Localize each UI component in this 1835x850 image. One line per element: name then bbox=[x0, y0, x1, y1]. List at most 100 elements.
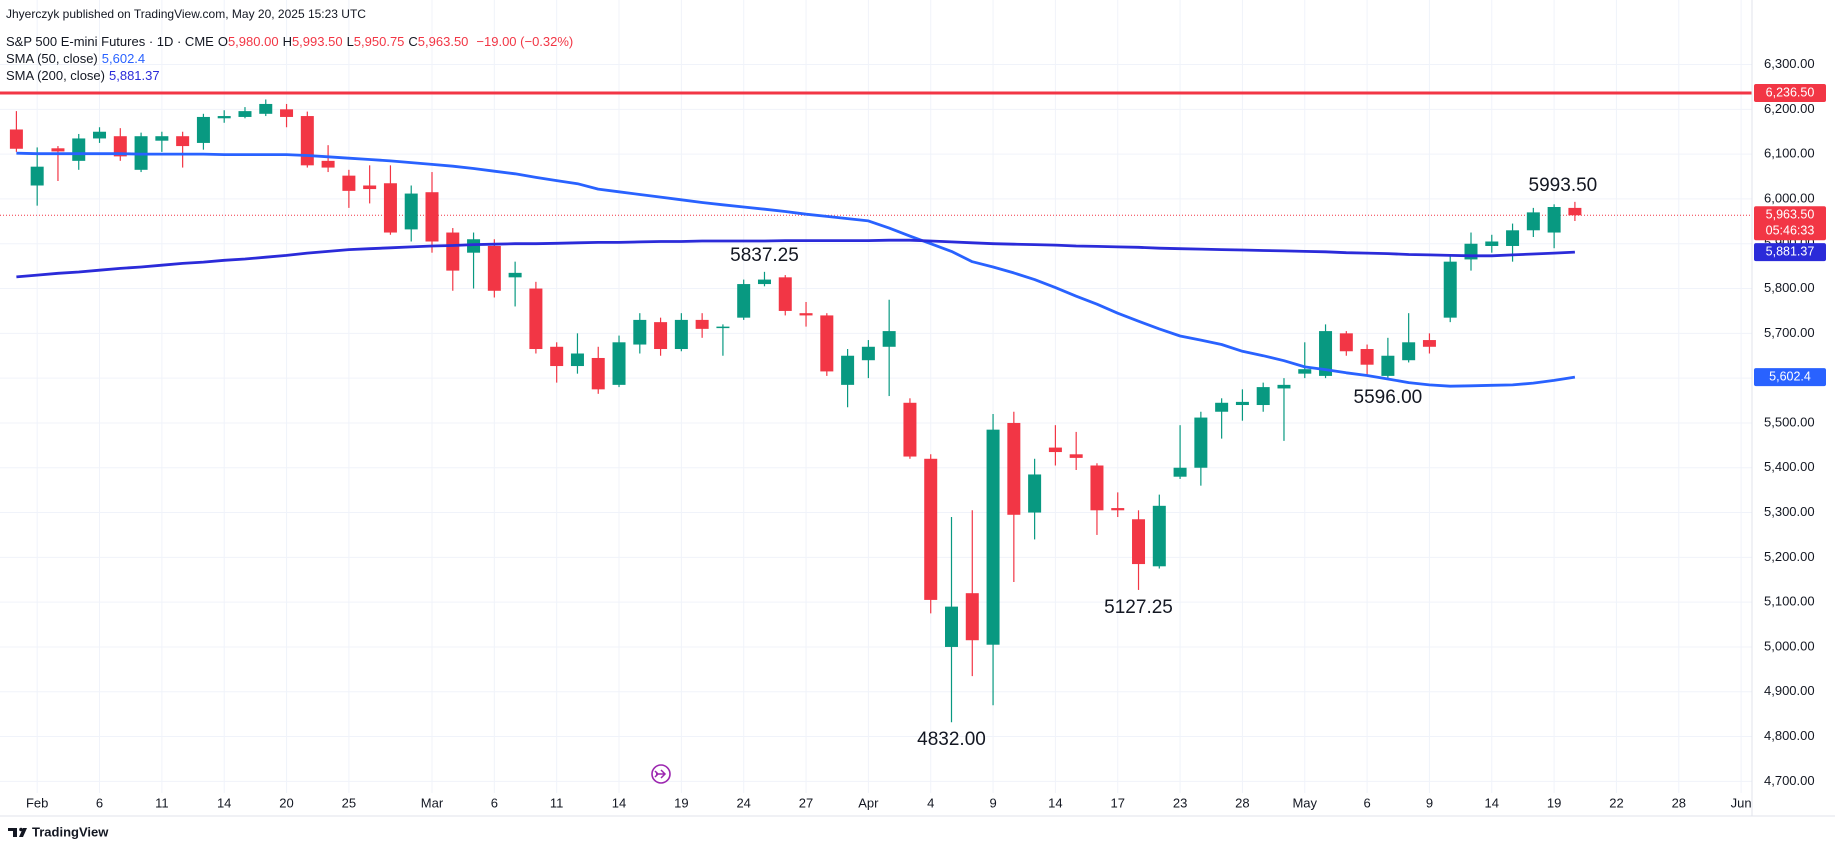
x-tick-label: 28 bbox=[1235, 795, 1249, 810]
x-tick-label: 11 bbox=[550, 795, 564, 810]
x-tick-label: 19 bbox=[674, 795, 688, 810]
ohlc-value: 5,950.75 bbox=[353, 34, 405, 49]
sma-tag-text: 5,602.4 bbox=[1769, 369, 1811, 383]
candle-body bbox=[51, 148, 65, 152]
candle-body bbox=[1235, 401, 1249, 406]
candle-body bbox=[238, 111, 252, 117]
sma-tag-box bbox=[1754, 243, 1826, 262]
candle-body bbox=[820, 315, 834, 372]
candle-body bbox=[1152, 505, 1166, 567]
ohlc: O5,980.00 H5,993.50 L5,950.75 C5,963.50 bbox=[218, 34, 473, 49]
candle-body bbox=[259, 103, 273, 114]
y-tick-label: 6,300.00 bbox=[1764, 56, 1815, 71]
candle-body bbox=[612, 342, 626, 385]
legend-main: S&P 500 E-mini Futures · 1D · CME O5,980.… bbox=[6, 34, 577, 49]
candle-body bbox=[1277, 384, 1291, 389]
ohlc-value: 5,963.50 bbox=[417, 34, 469, 49]
brand-name: TradingView bbox=[32, 824, 109, 839]
candle-body bbox=[1319, 331, 1333, 376]
candle-body bbox=[757, 279, 771, 285]
price-tags: 6,300.006,200.006,100.006,000.005,900.00… bbox=[26, 56, 1826, 810]
sma-tag-text: 5,881.37 bbox=[1766, 244, 1815, 258]
x-tick-label: 23 bbox=[1173, 795, 1187, 810]
y-tick-label: 4,900.00 bbox=[1764, 683, 1815, 698]
candle-body bbox=[342, 175, 356, 191]
candle-body bbox=[1048, 447, 1062, 453]
y-tick-label: 5,200.00 bbox=[1764, 549, 1815, 564]
legend-sma50: SMA (50, close) 5,602.4 bbox=[6, 51, 149, 66]
brand-dot bbox=[19, 827, 23, 832]
candle-body bbox=[1339, 333, 1353, 352]
y-tick-label: 6,000.00 bbox=[1764, 190, 1815, 205]
sma-value: 5,881.37 bbox=[109, 68, 160, 83]
candle-body bbox=[446, 232, 460, 271]
candle-body bbox=[716, 326, 730, 329]
candle-body bbox=[487, 245, 501, 291]
y-tick-label: 4,800.00 bbox=[1764, 728, 1815, 743]
candle-body bbox=[695, 319, 709, 329]
price-annotation: 5127.25 bbox=[1104, 597, 1173, 618]
candle-body bbox=[924, 458, 938, 600]
x-tick-label: 22 bbox=[1609, 795, 1623, 810]
sma-name: SMA (200, close) bbox=[6, 68, 105, 83]
candle-body bbox=[1111, 508, 1125, 511]
x-tick-label: 14 bbox=[612, 795, 626, 810]
ohlc-value: 5,993.50 bbox=[291, 34, 343, 49]
candle-body bbox=[196, 116, 210, 143]
candle-body bbox=[945, 606, 958, 647]
candle-body bbox=[1007, 422, 1021, 515]
candle-body bbox=[425, 192, 439, 242]
y-tick-label: 5,100.00 bbox=[1764, 594, 1815, 609]
candle-body bbox=[176, 136, 190, 147]
ohlc-key: L bbox=[346, 34, 354, 49]
x-tick-label: 6 bbox=[1363, 795, 1370, 810]
brand-logo: TradingView bbox=[8, 824, 109, 839]
candle-body bbox=[1568, 207, 1582, 216]
x-tick-label: 6 bbox=[96, 795, 103, 810]
candle-body bbox=[1360, 349, 1374, 365]
x-tick-label: 24 bbox=[736, 795, 750, 810]
x-tick-label: 9 bbox=[1426, 795, 1433, 810]
ohlc-value: 5,980.00 bbox=[227, 34, 279, 49]
candle-body bbox=[280, 109, 294, 117]
price-annotation: 5837.25 bbox=[730, 245, 799, 266]
candle-body bbox=[508, 272, 522, 278]
x-tick-label: 17 bbox=[1111, 795, 1125, 810]
y-tick-label: 4,700.00 bbox=[1764, 773, 1815, 788]
x-tick-label: 20 bbox=[279, 795, 293, 810]
x-tick-label: May bbox=[1292, 795, 1317, 810]
candle-body bbox=[9, 129, 23, 149]
price-annotation: 5993.50 bbox=[1529, 175, 1598, 196]
y-tick-label: 5,800.00 bbox=[1764, 280, 1815, 295]
candle-body bbox=[1547, 206, 1561, 233]
y-tick-label: 5,700.00 bbox=[1764, 325, 1815, 340]
sma-line bbox=[16, 151, 1576, 388]
sma-line bbox=[16, 238, 1575, 279]
y-tick-label: 5,000.00 bbox=[1764, 638, 1815, 653]
grid bbox=[0, 0, 1752, 793]
change: −19.00 (−0.32%) bbox=[476, 34, 574, 49]
event-icon-arrow[interactable] bbox=[654, 769, 667, 779]
candle-body bbox=[591, 357, 605, 390]
candle-body bbox=[1132, 519, 1146, 565]
price-annotation: 5596.00 bbox=[1354, 387, 1423, 408]
x-tick-label: 25 bbox=[342, 795, 356, 810]
y-tick-label: 5,300.00 bbox=[1764, 504, 1815, 519]
candle-body bbox=[1422, 340, 1436, 347]
candle-body bbox=[1485, 241, 1499, 246]
candle-body bbox=[841, 355, 855, 385]
candle-body bbox=[93, 131, 107, 139]
price-annotation: 4832.00 bbox=[917, 729, 986, 750]
candle-body bbox=[300, 116, 314, 166]
published-line: Jhyerczyk published on TradingView.com, … bbox=[6, 7, 370, 21]
y-tick-label: 6,200.00 bbox=[1764, 101, 1815, 116]
sma-value: 5,602.4 bbox=[101, 51, 146, 66]
candle-body bbox=[1090, 465, 1104, 511]
y-tick-label: 5,400.00 bbox=[1764, 459, 1815, 474]
x-tick-label: 19 bbox=[1547, 795, 1561, 810]
event-icon[interactable] bbox=[651, 764, 671, 784]
candle-body bbox=[882, 331, 896, 347]
candle-body bbox=[861, 346, 875, 361]
x-tick-label: 4 bbox=[927, 795, 934, 810]
